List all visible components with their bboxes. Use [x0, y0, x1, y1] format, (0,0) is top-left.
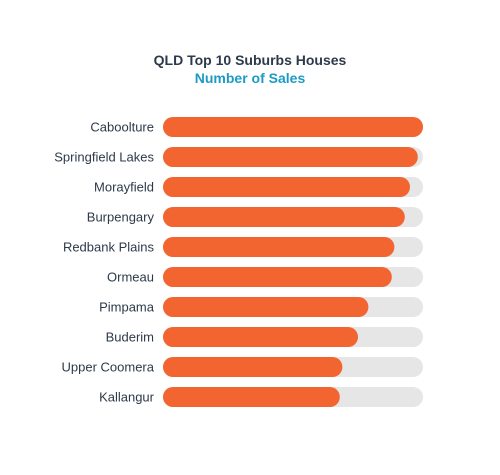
category-label: Upper Coomera	[62, 360, 155, 375]
chart-subtitle: Number of Sales	[194, 70, 306, 86]
category-label: Caboolture	[90, 120, 154, 135]
bar	[163, 327, 358, 347]
bar	[163, 297, 369, 317]
bar	[163, 207, 405, 227]
category-label: Springfield Lakes	[54, 150, 154, 165]
bar	[163, 387, 340, 407]
bar-row: Kallangur	[99, 387, 423, 407]
bar-row: Springfield Lakes	[54, 147, 423, 167]
category-label: Pimpama	[99, 300, 155, 315]
category-label: Ormeau	[107, 270, 154, 285]
category-label: Kallangur	[99, 390, 155, 405]
bar-row: Morayfield	[94, 177, 423, 197]
bar-row: Buderim	[106, 327, 423, 347]
category-label: Buderim	[106, 330, 154, 345]
category-label: Redbank Plains	[63, 240, 155, 255]
category-label: Morayfield	[94, 180, 154, 195]
bar	[163, 357, 343, 377]
bar-row: Upper Coomera	[62, 357, 423, 377]
bar-row: Pimpama	[99, 297, 423, 317]
bar-row: Redbank Plains	[63, 237, 423, 257]
bar	[163, 117, 423, 137]
bar-row: Burpengary	[87, 207, 423, 227]
bar	[163, 237, 395, 257]
bar	[163, 147, 418, 167]
bar-row: Ormeau	[107, 267, 423, 287]
bar-row: Caboolture	[90, 117, 423, 137]
bar	[163, 267, 392, 287]
category-label: Burpengary	[87, 210, 155, 225]
chart-title: QLD Top 10 Suburbs Houses	[153, 52, 347, 68]
bar	[163, 177, 410, 197]
